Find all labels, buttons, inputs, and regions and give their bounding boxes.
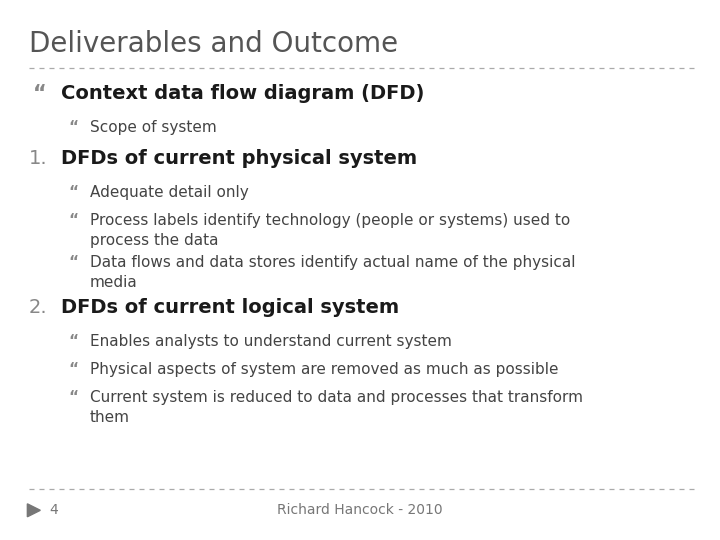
Text: “: “ — [32, 84, 46, 104]
Text: Physical aspects of system are removed as much as possible: Physical aspects of system are removed a… — [90, 362, 559, 377]
Text: 2.: 2. — [29, 298, 48, 316]
Text: Context data flow diagram (DFD): Context data flow diagram (DFD) — [61, 84, 425, 103]
Text: 4: 4 — [49, 503, 58, 517]
Text: DFDs of current logical system: DFDs of current logical system — [61, 298, 400, 316]
Text: Scope of system: Scope of system — [90, 120, 217, 136]
Text: “: “ — [68, 120, 78, 136]
Text: “: “ — [68, 255, 78, 271]
Text: DFDs of current physical system: DFDs of current physical system — [61, 148, 418, 167]
Text: Adequate detail only: Adequate detail only — [90, 185, 248, 200]
Text: Deliverables and Outcome: Deliverables and Outcome — [29, 30, 398, 58]
Text: “: “ — [68, 390, 78, 406]
Text: 1.: 1. — [29, 148, 48, 167]
Polygon shape — [27, 504, 40, 517]
Text: “: “ — [68, 185, 78, 200]
Text: Current system is reduced to data and processes that transform
them: Current system is reduced to data and pr… — [90, 390, 583, 424]
Text: “: “ — [68, 213, 78, 228]
Text: “: “ — [68, 334, 78, 349]
Text: Enables analysts to understand current system: Enables analysts to understand current s… — [90, 334, 452, 349]
Text: Data flows and data stores identify actual name of the physical
media: Data flows and data stores identify actu… — [90, 255, 575, 289]
Text: Richard Hancock - 2010: Richard Hancock - 2010 — [277, 503, 443, 517]
Text: Process labels identify technology (people or systems) used to
process the data: Process labels identify technology (peop… — [90, 213, 570, 247]
Text: “: “ — [68, 362, 78, 377]
